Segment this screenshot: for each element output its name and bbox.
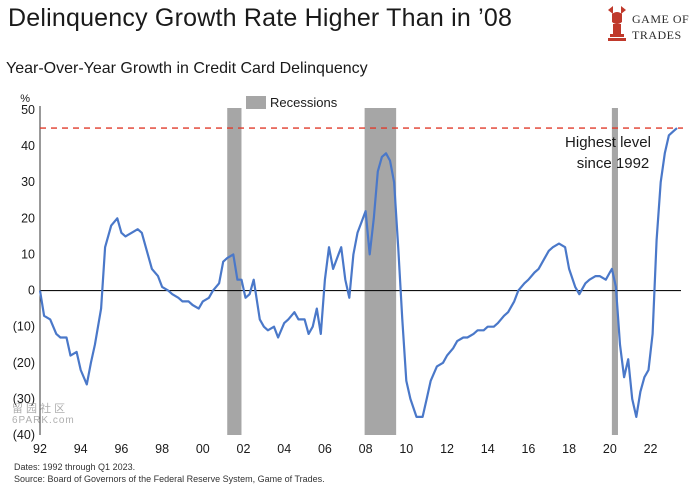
recession-band-2 [611, 108, 618, 435]
y-tick-label: (30) [13, 392, 35, 406]
x-tick-label: 04 [277, 442, 291, 456]
delinquency-growth-chart: Recessions 50 40 30 20 10 0 (10) (20) (30) (40)% 92… [13, 93, 683, 456]
y-tick-label: 40 [21, 139, 35, 153]
chart-subtitle: Year-Over-Year Growth in Credit Card Del… [6, 60, 368, 77]
x-tick-label: 20 [603, 442, 617, 456]
recession-band-1 [364, 108, 397, 435]
y-tick-label: (10) [13, 320, 35, 334]
x-tick-label: 18 [562, 442, 576, 456]
x-tick-label: 00 [196, 442, 210, 456]
logo-text-line1: GAME OF [632, 12, 690, 26]
source-note: Source: Board of Governors of the Federa… [14, 474, 325, 484]
legend-label: Recessions [270, 95, 338, 110]
x-tick-label: 92 [33, 442, 47, 456]
x-tick-label: 10 [399, 442, 413, 456]
bull-chess-icon [608, 6, 626, 41]
x-tick-label: 96 [114, 442, 128, 456]
annotation-line1: Highest level [565, 134, 651, 151]
x-tick-label: 16 [521, 442, 535, 456]
x-tick-label: 12 [440, 442, 454, 456]
x-tick-label: 98 [155, 442, 169, 456]
game-of-trades-logo: GAME OF TRADES [604, 4, 690, 50]
x-tick-label: 02 [237, 442, 251, 456]
legend-swatch [246, 96, 266, 109]
y-tick-label: 0 [28, 284, 35, 298]
x-tick-label: 22 [644, 442, 658, 456]
y-tick-label: (40) [13, 428, 35, 442]
x-tick-label: 08 [359, 442, 373, 456]
dates-note: Dates: 1992 through Q1 2023. [14, 462, 136, 472]
logo-text-line2: TRADES [632, 28, 682, 42]
y-tick-label: 10 [21, 247, 35, 261]
y-tick-label: 30 [21, 175, 35, 189]
recession-band-0 [227, 108, 242, 435]
x-tick-label: 94 [74, 442, 88, 456]
annotation-line2: since 1992 [577, 155, 650, 172]
delinquency-growth-line [38, 127, 678, 418]
watermark-line1: 留 园 社 区 [12, 403, 66, 415]
watermark-line2: 6PARK.com [12, 415, 75, 426]
y-tick-label: (20) [13, 356, 35, 370]
x-tick-label: 14 [481, 442, 495, 456]
y-tick-label: 50 [21, 103, 35, 117]
chart-title: Delinquency Growth Rate Higher Than in ’… [8, 4, 513, 32]
y-tick-label: 20 [21, 211, 35, 225]
x-tick-label: 06 [318, 442, 332, 456]
y-axis-unit: % [20, 93, 30, 105]
